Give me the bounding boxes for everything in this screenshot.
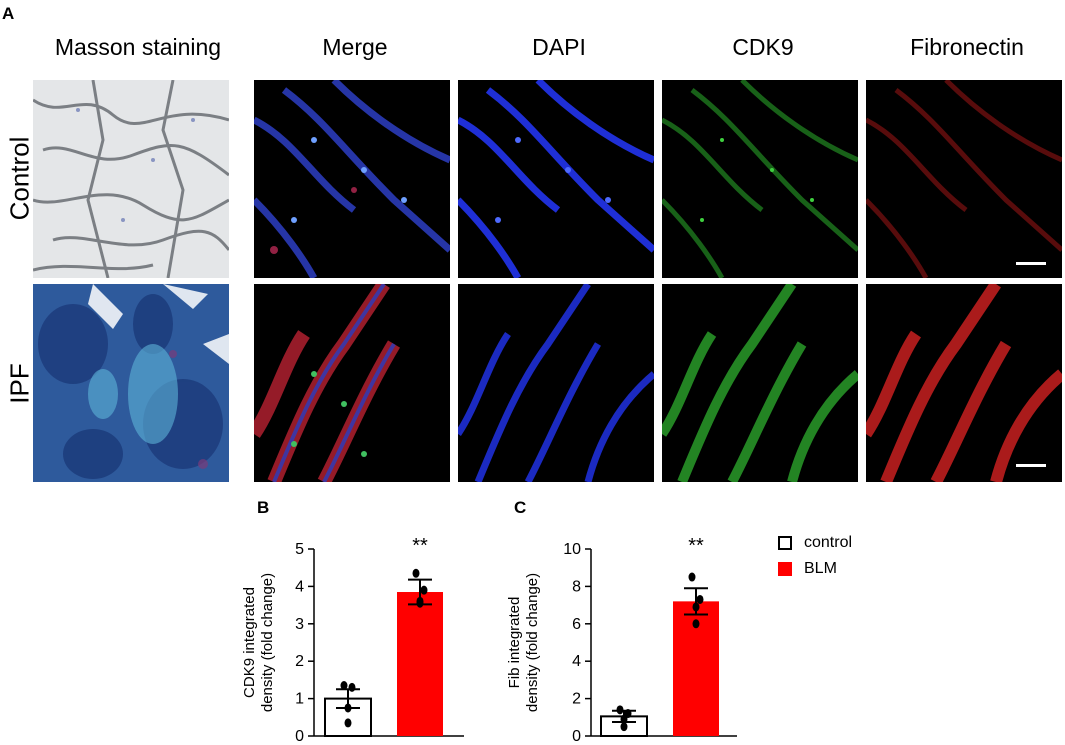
y-tick-label: 5 (295, 541, 304, 558)
merge-ipf-image (254, 284, 450, 482)
data-point (420, 585, 428, 595)
y-tick-label: 8 (572, 578, 581, 595)
y-tick-label: 0 (572, 728, 581, 745)
legend: control BLM (778, 534, 852, 586)
fibronectin-ipf-image (866, 284, 1062, 482)
row-label-ipf: IPF (4, 363, 35, 404)
legend-label-blm: BLM (804, 560, 837, 577)
legend-label-control: control (804, 534, 853, 551)
y-axis-label: Fib integrated density (fold change) (506, 573, 541, 712)
y-tick-label: 3 (295, 616, 304, 633)
data-point (620, 714, 628, 724)
significance-label: ** (688, 535, 704, 557)
panel-a-letter: A (2, 4, 15, 23)
data-point (416, 598, 424, 608)
col-head-merge: Merge (322, 34, 388, 60)
data-point (344, 703, 352, 713)
data-point (688, 572, 696, 582)
y-tick-label: 4 (572, 653, 581, 670)
panel-b-letter: B (257, 498, 270, 517)
dapi-ipf-image (458, 284, 654, 482)
col-head-dapi: DAPI (532, 34, 586, 60)
cdk9-ipf-image (662, 284, 858, 482)
data-point (620, 722, 628, 732)
data-point (412, 568, 420, 578)
y-tick-label: 4 (295, 578, 304, 595)
legend-swatch-control (778, 536, 792, 550)
scale-bar (1016, 464, 1046, 467)
y-tick-label: 10 (563, 541, 581, 558)
dapi-control-image (458, 80, 654, 278)
y-axis-label: CDK9 integrated density (fold change) (241, 573, 276, 712)
y-tick-label: 6 (572, 616, 581, 633)
y-tick-label: 2 (295, 653, 304, 670)
cdk9-control-image (662, 80, 858, 278)
data-point (344, 718, 352, 728)
y-axis-label-line1: CDK9 integrated (241, 587, 258, 698)
significance-label: ** (412, 535, 428, 557)
data-point (340, 681, 348, 691)
y-tick-label: 1 (295, 691, 304, 708)
merge-control-image (254, 80, 450, 278)
col-head-fibronectin: Fibronectin (910, 34, 1024, 60)
row-label-control: Control (4, 136, 35, 221)
y-tick-label: 0 (295, 728, 304, 745)
y-tick-label: 2 (572, 691, 581, 708)
data-point (692, 602, 700, 612)
col-head-cdk9: CDK9 (732, 34, 794, 60)
cdk9-bar-chart: 0 1 2 3 4 5 CDK9 integrated density (fold chang… (241, 535, 464, 745)
legend-swatch-blm (778, 562, 792, 576)
data-point (348, 682, 356, 692)
y-axis-label-line1: Fib integrated (506, 597, 523, 689)
masson-control-image (33, 80, 229, 278)
bar-BLM (397, 592, 443, 736)
data-point (692, 619, 700, 629)
fib-bar-chart: 0 2 4 6 8 10 Fib integrated density (fold chang… (506, 535, 737, 745)
scale-bar (1016, 262, 1046, 265)
data-point (696, 594, 704, 604)
masson-ipf-image (33, 284, 229, 482)
fibronectin-control-image (866, 80, 1062, 278)
data-point (616, 705, 624, 715)
y-axis-label-line2: density (fold change) (524, 573, 541, 712)
y-axis-label-line2: density (fold change) (259, 573, 276, 712)
panel-c-letter: C (514, 498, 527, 517)
legend-item-control: control (778, 534, 852, 552)
col-head-masson: Masson staining (54, 34, 222, 60)
legend-item-blm: BLM (778, 560, 852, 578)
